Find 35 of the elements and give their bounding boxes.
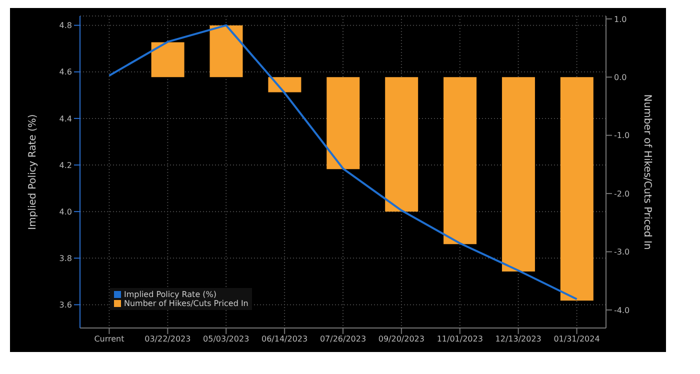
y-tick-label: 4.6 xyxy=(59,68,72,77)
y2-tick-label: -4.0 xyxy=(614,306,630,315)
bar xyxy=(385,77,418,212)
x-tick-label: 05/03/2023 xyxy=(203,334,250,344)
bar xyxy=(268,77,302,92)
y2-tick-label: 0.0 xyxy=(614,72,627,82)
bar xyxy=(210,25,243,78)
y2-tick-label: -3.0 xyxy=(614,248,630,257)
y-tick-label: 3.6 xyxy=(59,300,72,310)
y-tick-label: 4.0 xyxy=(59,207,72,216)
y-tick-label: 4.8 xyxy=(59,21,72,30)
x-tick-label: 09/20/2023 xyxy=(378,334,424,344)
x-tick-label: 11/01/2023 xyxy=(436,334,483,344)
y2-tick-label: -1.0 xyxy=(614,131,630,140)
y-axis-title: Implied Policy Rate (%) xyxy=(28,114,39,230)
x-tick-label: 01/31/2024 xyxy=(554,334,600,344)
x-tick-label: Current xyxy=(94,334,124,344)
x-tick-label: 03/22/2023 xyxy=(144,334,191,344)
legend-label: Implied Policy Rate (%) xyxy=(124,290,217,299)
x-tick-label: 12/13/2023 xyxy=(495,334,542,344)
bar xyxy=(326,77,360,170)
bar xyxy=(444,77,477,244)
y-tick-label: 3.8 xyxy=(59,254,72,263)
y-tick-label: 4.4 xyxy=(59,114,72,124)
bar xyxy=(502,77,535,272)
line-series xyxy=(108,24,578,300)
y-tick-label: 4.2 xyxy=(59,160,72,170)
bar xyxy=(560,77,594,301)
bar xyxy=(151,42,184,78)
legend-label: Number of Hikes/Cuts Priced In xyxy=(124,299,248,308)
x-tick-label: 06/14/2023 xyxy=(262,334,308,344)
x-tick-label: 07/26/2023 xyxy=(320,334,366,344)
y2-axis-title: Number of Hikes/Cuts Priced In xyxy=(641,94,652,250)
y2-tick-label: -2.0 xyxy=(614,189,630,198)
y2-tick-label: 1.0 xyxy=(614,14,627,24)
